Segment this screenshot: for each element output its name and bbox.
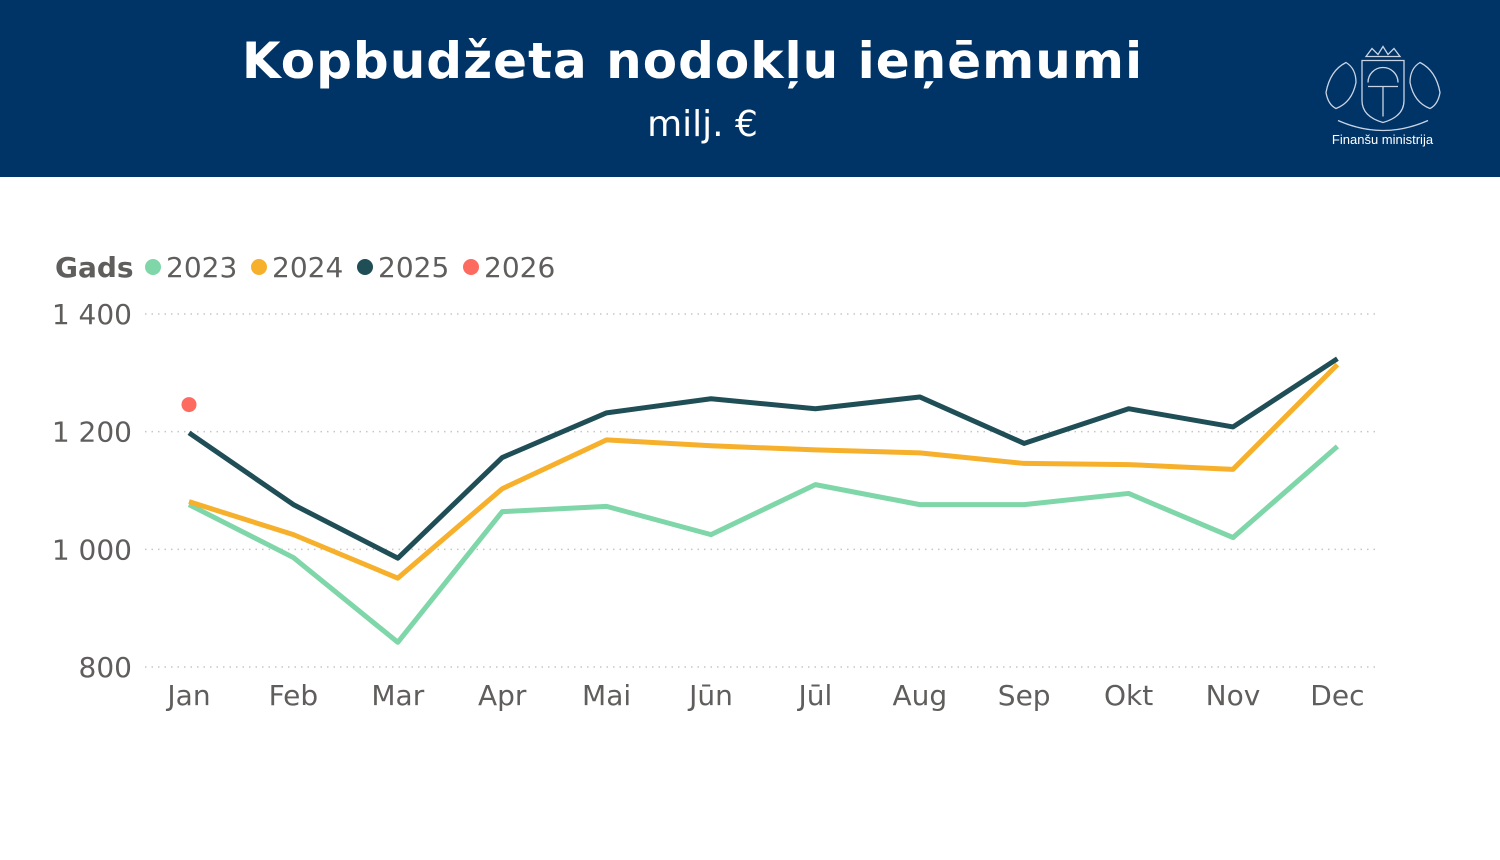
legend-label: 2026 — [484, 251, 555, 284]
y-tick-label: 1 000 — [52, 533, 132, 566]
x-tick-label: Feb — [269, 679, 319, 712]
legend-marker-2026 — [463, 259, 479, 275]
data-point-2026 — [181, 397, 197, 413]
x-tick-label: Aug — [892, 679, 947, 712]
legend-label: 2023 — [166, 251, 237, 284]
x-tick-label: Dec — [1310, 679, 1364, 712]
legend-label: 2025 — [378, 251, 449, 284]
x-tick-label: Apr — [478, 679, 527, 712]
legend-label: 2024 — [272, 251, 343, 284]
x-tick-label: Jūl — [797, 679, 833, 712]
legend-marker-2025 — [357, 259, 373, 275]
coat-of-arms-logo — [1325, 45, 1441, 132]
legend-title: Gads — [55, 251, 134, 284]
x-tick-label: Sep — [998, 679, 1051, 712]
page-subtitle: milj. € — [647, 104, 758, 145]
x-tick-label: Nov — [1206, 679, 1261, 712]
y-tick-label: 800 — [79, 651, 132, 684]
line-chart: 800 1 000 1 200 1 400 Jan Feb Mar Apr Mai Jūn Jūl… — [52, 251, 1378, 712]
legend-marker-2023 — [145, 259, 161, 275]
series-line-2025 — [187, 356, 1339, 561]
x-tick-label: Jan — [165, 679, 210, 712]
page-title: Kopbudžeta nodokļu ieņēmumi — [241, 32, 1144, 90]
y-tick-label: 1 400 — [52, 298, 132, 331]
x-tick-label: Jūn — [687, 679, 733, 712]
series-line-2023 — [187, 444, 1340, 645]
series-line-2024 — [188, 362, 1340, 581]
header-banner: Kopbudžeta nodokļu ieņēmumi milj. € Fina… — [0, 0, 1500, 177]
logo-caption: Finanšu ministrija — [1331, 132, 1434, 147]
legend-marker-2024 — [251, 259, 267, 275]
y-tick-label: 1 200 — [52, 416, 132, 449]
x-tick-label: Mar — [371, 679, 424, 712]
x-tick-label: Mai — [582, 679, 631, 712]
x-tick-label: Okt — [1104, 679, 1153, 712]
